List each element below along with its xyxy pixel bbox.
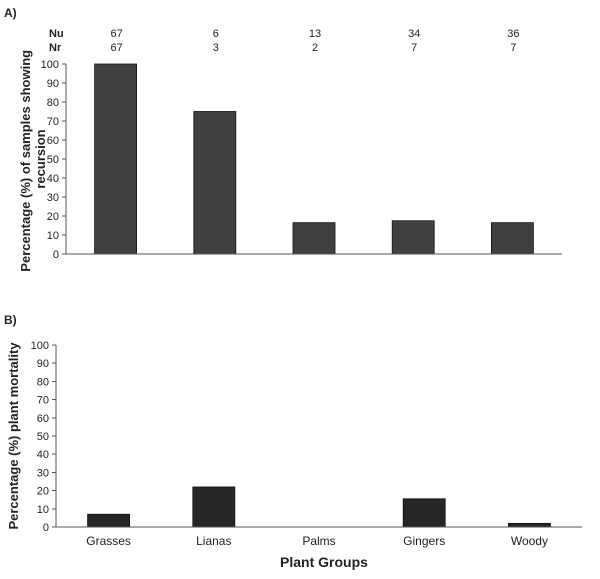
nu-count: 36 <box>507 28 519 40</box>
y-tick-label: 50 <box>37 431 49 443</box>
bars <box>87 486 551 528</box>
y-tick-label: 50 <box>47 154 59 166</box>
bars <box>94 63 534 255</box>
x-tick-label: Woody <box>511 534 548 548</box>
y-axis-title-line-2: recursion <box>33 129 48 188</box>
y-tick-label: 90 <box>47 78 59 90</box>
y-tick-label: 0 <box>43 522 49 534</box>
bar-grasses <box>94 63 137 255</box>
y-tick-label: 90 <box>37 358 49 370</box>
y-tick-label: 100 <box>31 340 49 352</box>
y-tick-label: 10 <box>37 504 49 516</box>
y-tick-label: 60 <box>47 135 59 147</box>
nu-count: 6 <box>213 28 219 40</box>
panel-b: B) 0 10 20 30 40 50 60 70 80 90 100 Grasses Lianas P… <box>4 313 582 570</box>
y-tick-label: 40 <box>37 449 49 461</box>
x-tick-label: Gingers <box>403 534 445 548</box>
panel-a: A) Nu Nr 67 6 13 34 36 67 3 2 7 7 0 10 20 30 40 50 60 70… <box>4 6 562 272</box>
count-values: 67 6 13 34 36 67 3 2 7 7 <box>110 28 519 54</box>
y-tick-label: 40 <box>47 173 59 185</box>
y-tick-label: 0 <box>53 249 59 261</box>
y-tick-label: 80 <box>37 376 49 388</box>
x-axis-title: Plant Groups <box>280 554 368 570</box>
nr-count: 67 <box>110 42 122 54</box>
panel-b-label: B) <box>4 313 17 327</box>
x-tick-label: Palms <box>302 534 335 548</box>
nr-count: 3 <box>213 42 219 54</box>
nu-row-label: Nu <box>49 28 64 40</box>
y-axis-ticks: 0 10 20 30 40 50 60 70 80 90 100 <box>41 59 66 261</box>
bar-woody <box>490 222 534 255</box>
bar-grasses <box>87 513 130 528</box>
nr-row-label: Nr <box>49 42 62 54</box>
nr-count: 2 <box>312 42 318 54</box>
x-axis-categories: Grasses Lianas Palms Gingers Woody <box>86 534 548 548</box>
y-tick-label: 70 <box>37 395 49 407</box>
bar-gingers <box>402 498 446 528</box>
y-axis-ticks: 0 10 20 30 40 50 60 70 80 90 100 <box>31 340 56 534</box>
x-tick-label: Grasses <box>86 534 131 548</box>
panel-a-label: A) <box>4 6 17 20</box>
y-tick-label: 60 <box>37 413 49 425</box>
bar-lianas <box>192 486 236 528</box>
y-tick-label: 30 <box>37 467 49 479</box>
x-tick-label: Lianas <box>196 534 231 548</box>
nu-count: 67 <box>110 28 122 40</box>
y-axis-title-line-1: Percentage (%) of samples showing <box>18 50 33 272</box>
bar-gingers <box>391 220 435 255</box>
bar-palms <box>292 222 336 255</box>
nr-count: 7 <box>510 42 516 54</box>
bar-woody <box>507 522 551 528</box>
y-tick-label: 20 <box>37 486 49 498</box>
y-tick-label: 20 <box>47 211 59 223</box>
nr-count: 7 <box>411 42 417 54</box>
y-tick-label: 100 <box>41 59 59 71</box>
y-axis-title: Percentage (%) of samples showing recurs… <box>18 46 48 271</box>
nu-count: 13 <box>309 28 321 40</box>
y-tick-label: 10 <box>47 230 59 242</box>
y-tick-label: 80 <box>47 97 59 109</box>
bar-lianas <box>193 111 237 255</box>
y-tick-label: 70 <box>47 116 59 128</box>
nu-count: 34 <box>408 28 420 40</box>
y-axis-title: Percentage (%) plant mortality <box>6 342 21 530</box>
y-tick-label: 30 <box>47 192 59 204</box>
